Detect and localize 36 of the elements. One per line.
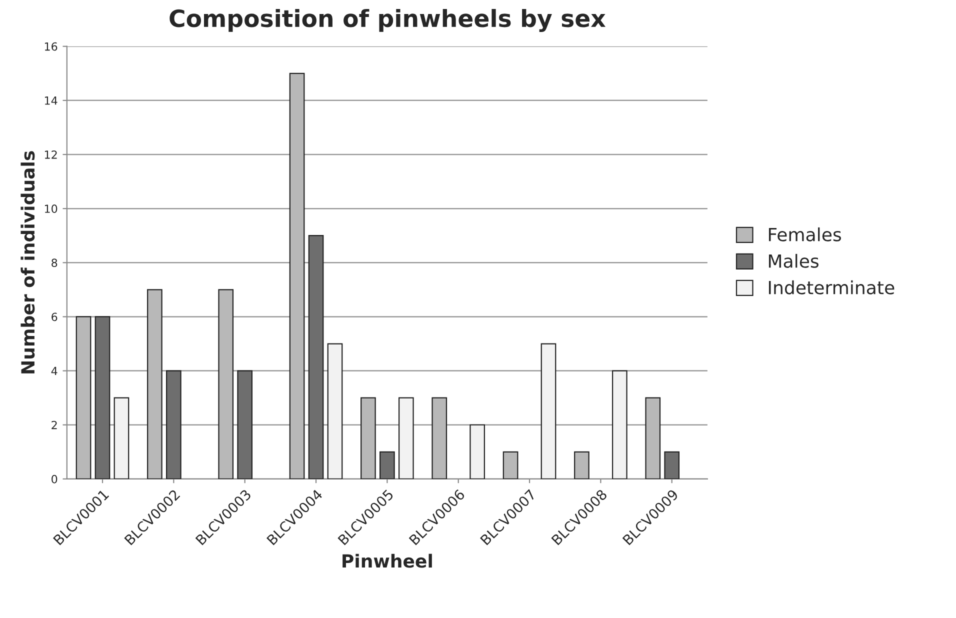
y-tick-label: 6: [52, 312, 58, 322]
y-tick-label: 8: [52, 258, 58, 268]
bar: [218, 289, 234, 479]
bar: [612, 370, 628, 479]
x-axis-title: Pinwheel: [342, 554, 432, 568]
bar: [664, 451, 680, 479]
bar: [94, 316, 110, 479]
y-tick-label: 2: [52, 420, 57, 430]
y-tick-label: 14: [44, 96, 58, 105]
y-tick-label: 16: [44, 42, 58, 51]
y-tick-label: 10: [44, 204, 58, 213]
bar: [645, 397, 661, 479]
bar: [114, 397, 130, 479]
legend-label: Females: [768, 227, 841, 242]
bar: [147, 289, 162, 479]
bar: [308, 235, 324, 479]
chart-title: Composition of pinwheels by sex: [170, 8, 606, 32]
bar: [432, 397, 448, 479]
bar: [470, 424, 485, 479]
bar: [574, 451, 590, 479]
legend-label: Indeterminate: [768, 280, 894, 294]
bar: [360, 397, 376, 479]
bar: [540, 343, 556, 479]
bar: [166, 370, 182, 479]
bar: [398, 397, 414, 479]
bar: [502, 451, 518, 479]
bar: [380, 451, 395, 479]
y-axis-title: Number of individuals: [20, 151, 35, 374]
bar: [289, 72, 305, 479]
bar: [327, 343, 343, 479]
bar: [76, 316, 92, 479]
bar: [237, 370, 253, 479]
y-tick-label: 0: [52, 474, 58, 484]
legend-label: Males: [768, 254, 818, 268]
y-tick-label: 12: [44, 150, 57, 159]
y-tick-label: 4: [51, 366, 58, 376]
